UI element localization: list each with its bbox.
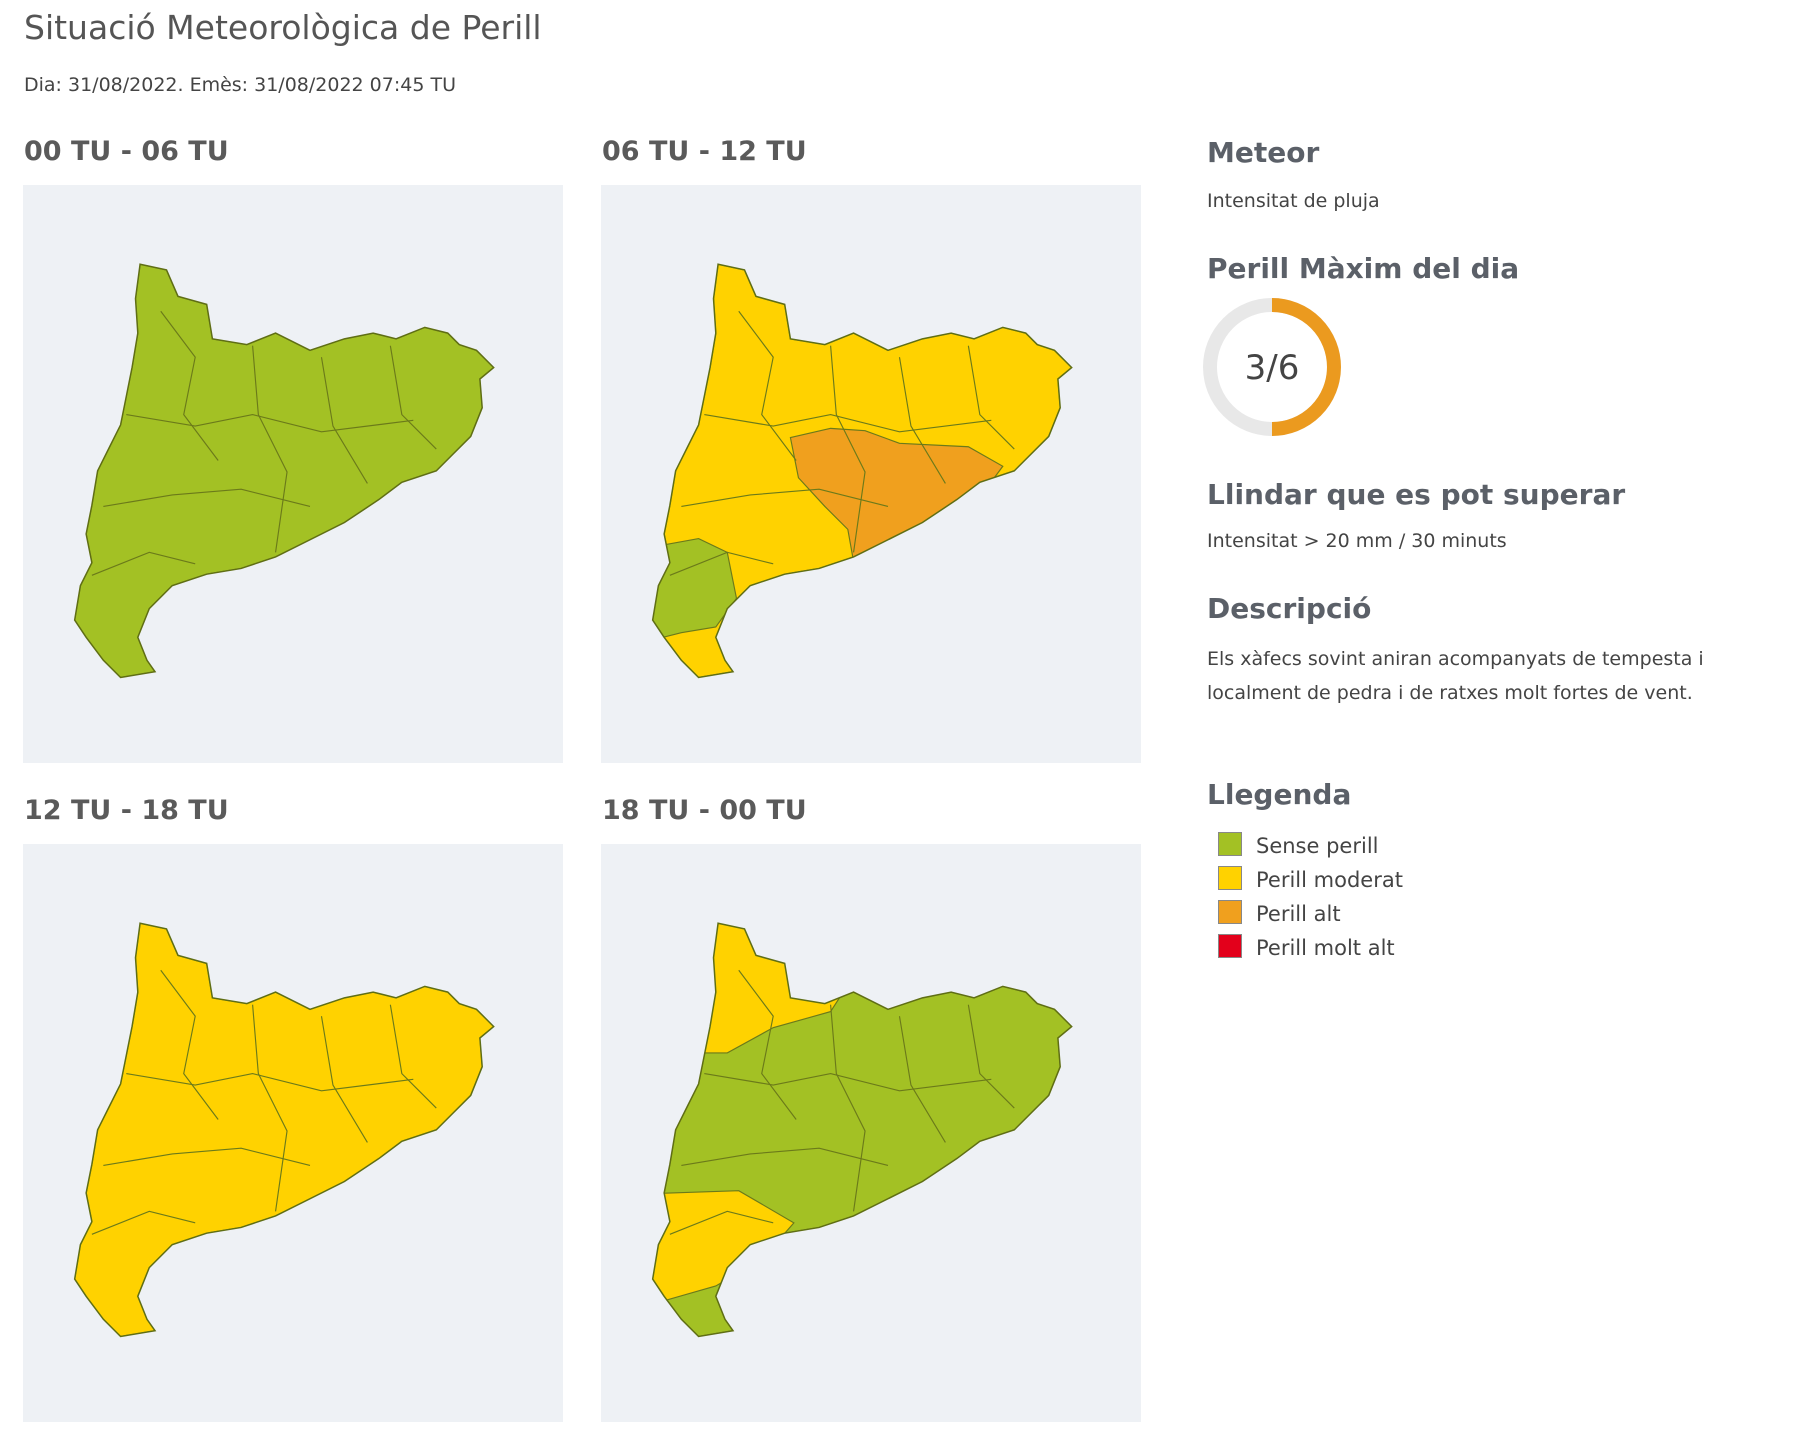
map-outline-group	[651, 922, 1073, 1338]
region-border	[389, 345, 437, 450]
region-border	[389, 1004, 437, 1109]
map-outline	[73, 263, 495, 679]
legend-label: Perill moderat	[1256, 868, 1403, 892]
map-outline	[651, 263, 1073, 679]
map	[601, 844, 1141, 1422]
legend-item: Perill molt alt	[1218, 934, 1395, 960]
legend-label: Perill alt	[1256, 902, 1341, 926]
region-border	[967, 345, 1015, 450]
map	[23, 185, 563, 763]
legend-swatch	[1218, 866, 1242, 890]
region-border	[830, 345, 866, 553]
region-border	[252, 345, 288, 553]
text: Els xàfecs sovint aniran acompanyats de …	[1207, 648, 1704, 704]
region-border	[681, 1147, 889, 1167]
region-border	[967, 1004, 1015, 1109]
region-border	[252, 1004, 288, 1212]
map	[601, 185, 1141, 763]
heading: Descripció	[1207, 592, 1372, 625]
map-outline	[651, 922, 1073, 1338]
region-border	[160, 310, 219, 461]
legend-item: Sense perill	[1218, 832, 1378, 858]
region-border	[103, 488, 311, 508]
region-border	[320, 357, 368, 484]
region-border	[91, 1210, 196, 1235]
region-border	[91, 551, 196, 576]
heading: Llegenda	[1207, 778, 1352, 811]
gauge-arc	[1271, 298, 1341, 436]
region-border	[103, 1147, 311, 1167]
subtitle: Dia: 31/08/2022. Emès: 31/08/2022 07:45 …	[24, 74, 456, 96]
title: Situació Meteorològica de Perill	[24, 8, 542, 47]
legend-item: Perill alt	[1218, 900, 1341, 926]
gauge: 3/6	[1203, 298, 1341, 436]
legend-swatch	[1218, 832, 1242, 856]
legend-item: Perill moderat	[1218, 866, 1403, 892]
panel-label: 00 TU - 06 TU	[24, 136, 229, 167]
heading: Meteor	[1207, 136, 1320, 169]
panel-label: 18 TU - 00 TU	[602, 795, 807, 826]
heading: Llindar que es pot superar	[1207, 478, 1626, 511]
region-border	[126, 1073, 414, 1092]
text: Intensitat > 20 mm / 30 minuts	[1207, 530, 1507, 552]
region-border	[898, 357, 946, 484]
region-border	[320, 1016, 368, 1143]
legend-label: Perill molt alt	[1256, 936, 1395, 960]
region-border	[704, 1073, 992, 1092]
region-border	[160, 969, 219, 1120]
text: Intensitat de pluja	[1207, 190, 1380, 212]
region-border	[830, 1004, 866, 1212]
map	[23, 844, 563, 1422]
legend-swatch	[1218, 934, 1242, 958]
region-border	[669, 551, 774, 576]
region-border	[898, 1016, 946, 1143]
region-border	[704, 414, 992, 433]
gauge-label: 3/6	[1245, 348, 1300, 388]
map-outline-group	[73, 922, 495, 1338]
region-border	[669, 1210, 774, 1235]
region-border	[681, 488, 889, 508]
region-border	[738, 969, 797, 1120]
map-outline-group	[651, 263, 1073, 679]
map-group	[652, 923, 1072, 1337]
legend-label: Sense perill	[1256, 834, 1379, 858]
panel-label: 12 TU - 18 TU	[24, 795, 229, 826]
map-outline	[73, 922, 495, 1338]
map-group	[652, 264, 1072, 678]
heading: Perill Màxim del dia	[1207, 252, 1520, 285]
region-border	[126, 414, 414, 433]
map-outline-group	[73, 263, 495, 679]
legend-swatch	[1218, 900, 1242, 924]
panel-label: 06 TU - 12 TU	[602, 136, 807, 167]
region-border	[738, 310, 797, 461]
